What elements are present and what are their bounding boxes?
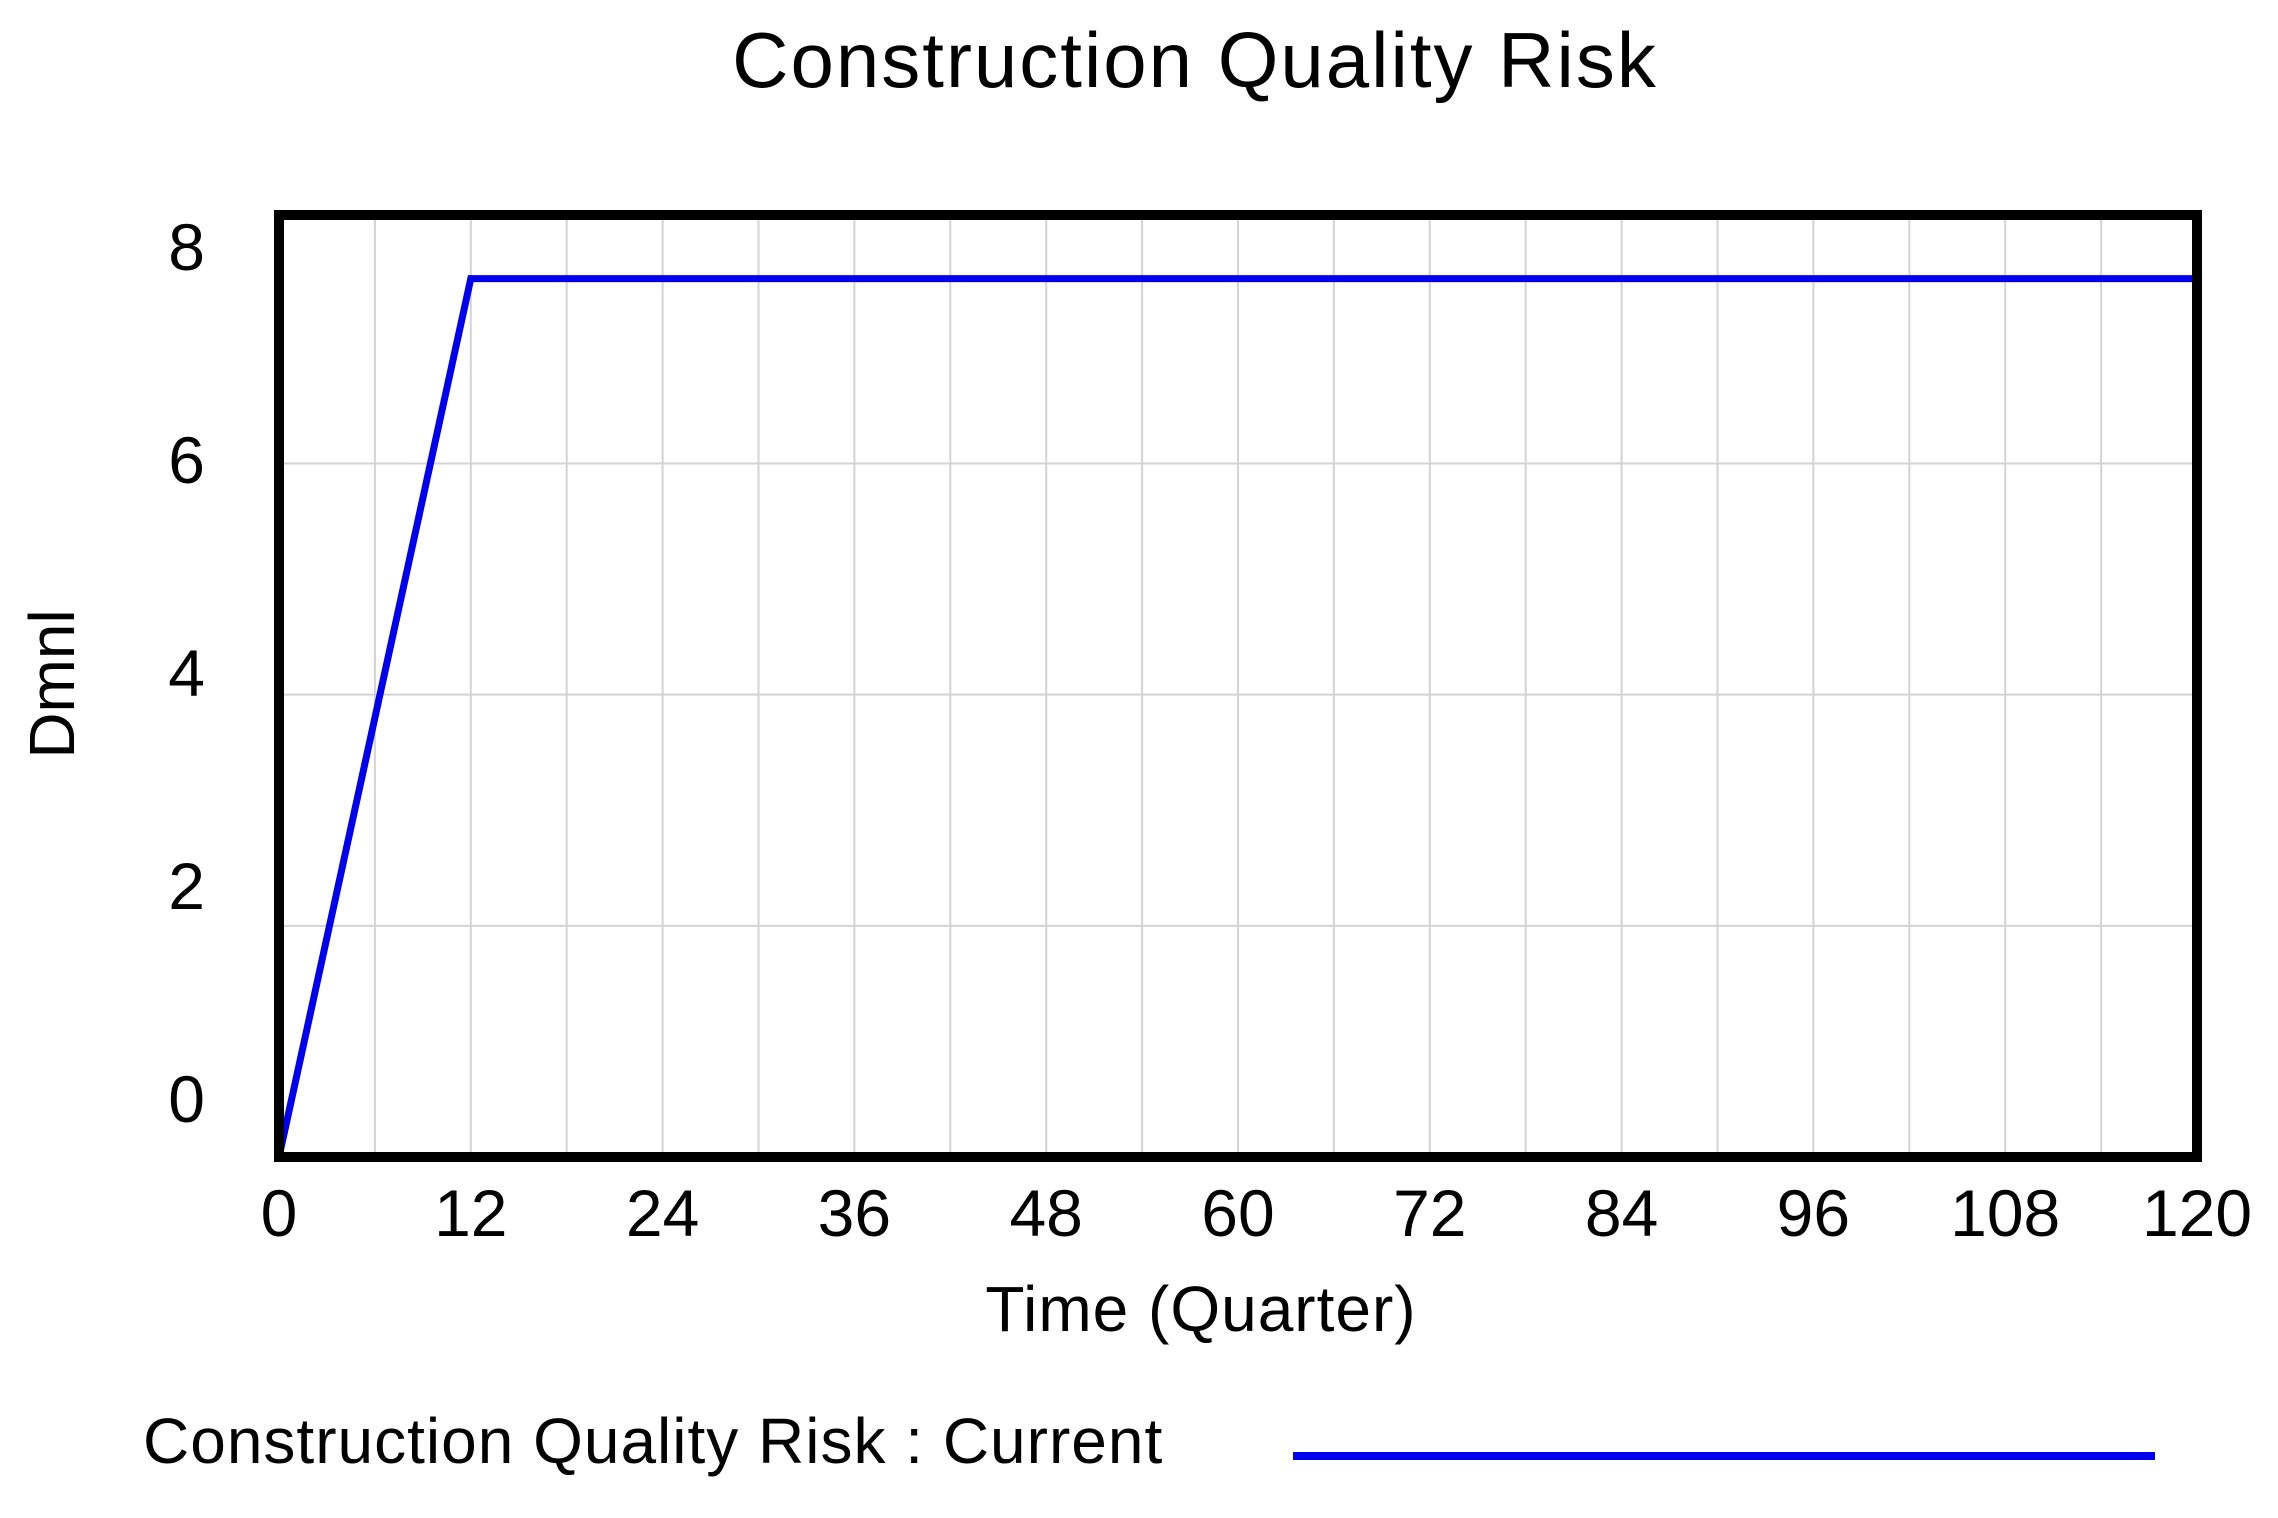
legend-series-line-swatch [1293,1452,2155,1460]
x-tick-label: 24 [625,1176,700,1250]
chart-title: Construction Quality Risk [732,16,1658,104]
y-tick-label: 6 [168,423,205,498]
legend-series-label: Construction Quality Risk : Current [143,1405,1164,1477]
plot-area [274,210,2202,1162]
x-axis-title: Time (Quarter) [985,1273,1417,1345]
y-tick-label: 4 [168,636,205,711]
x-tick-label: 96 [1776,1176,1851,1250]
x-tick-label: 84 [1584,1176,1659,1250]
x-tick-label: 36 [817,1176,892,1250]
y-tick-label: 8 [168,210,205,285]
plot-frame [274,210,2202,1162]
x-tick-label: 120 [2141,1176,2253,1250]
x-tick-label: 0 [260,1176,298,1250]
y-tick-label: 2 [168,849,205,924]
x-tick-label: 108 [1950,1176,2061,1250]
x-tick-label: 60 [1201,1176,1275,1250]
x-tick-label: 72 [1393,1176,1467,1250]
data-series-line [275,275,2197,1158]
x-tick-label: 12 [434,1176,508,1250]
y-tick-label: 0 [168,1062,205,1136]
x-tick-label: 48 [1009,1176,1083,1250]
